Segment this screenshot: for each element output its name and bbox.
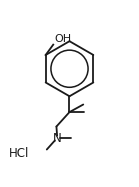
Text: N: N: [53, 132, 61, 145]
Text: HCl: HCl: [9, 147, 29, 160]
Text: OH: OH: [54, 34, 71, 44]
